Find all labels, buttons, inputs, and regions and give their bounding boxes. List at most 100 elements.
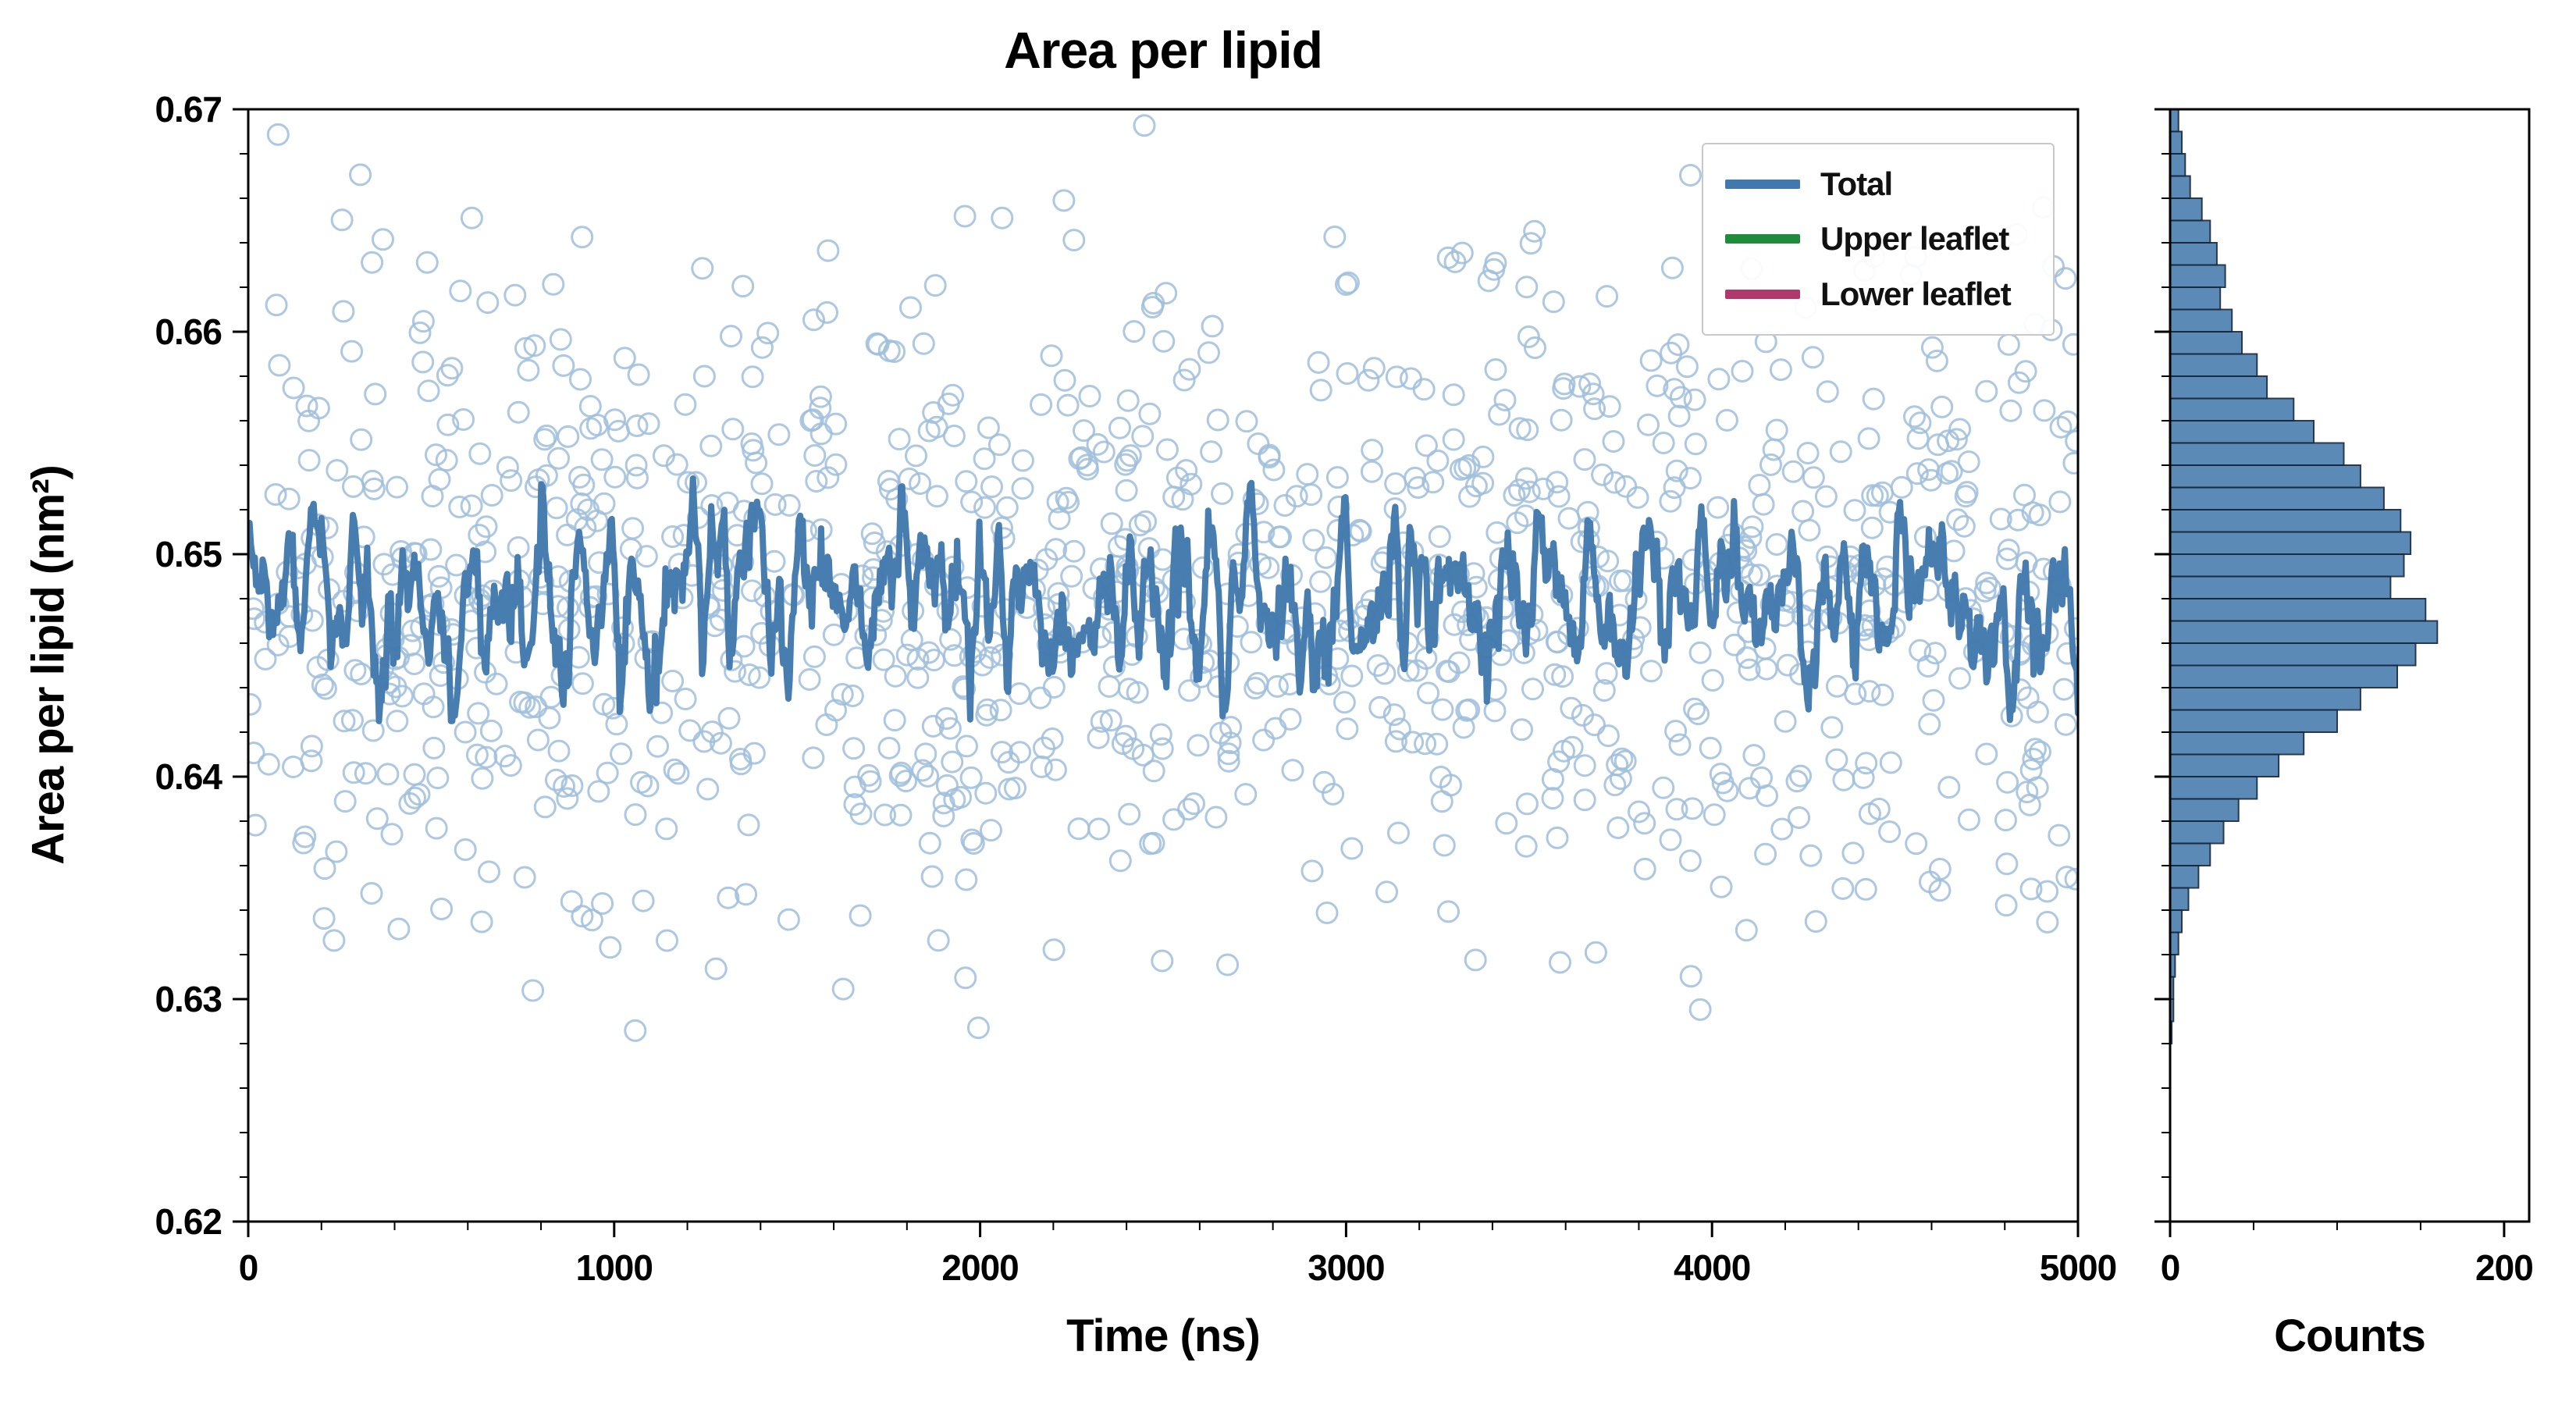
scatter-point xyxy=(992,527,1016,550)
scatter-point xyxy=(1774,710,1797,733)
scatter-point xyxy=(841,685,864,707)
scatter-point xyxy=(1414,732,1437,756)
scatter-point xyxy=(553,775,576,798)
tick-label: 0.66 xyxy=(155,311,222,352)
scatter-point xyxy=(1517,325,1540,348)
scatter-point xyxy=(1426,449,1450,472)
total-line-series xyxy=(248,475,2078,724)
scatter-point xyxy=(556,523,579,546)
scatter-point xyxy=(340,340,364,363)
scatter-point xyxy=(376,763,400,786)
scatter-point xyxy=(1258,446,1281,469)
scatter-point xyxy=(297,449,321,472)
scatter-point xyxy=(1515,792,1539,816)
scatter-point xyxy=(496,456,519,479)
scatter-point xyxy=(1033,596,1056,620)
scatter-point xyxy=(1663,476,1686,500)
scatter-point xyxy=(895,643,919,667)
total-line xyxy=(248,475,2078,724)
scatter-point xyxy=(465,743,489,767)
scatter-point xyxy=(1128,514,1151,537)
scatter-point xyxy=(1375,880,1398,904)
scatter-point xyxy=(523,334,546,357)
tick-label: 3000 xyxy=(1308,1247,1384,1288)
scatter-point xyxy=(460,206,483,229)
scatter-point xyxy=(1603,471,1626,494)
scatter-point xyxy=(266,123,290,146)
scatter-point xyxy=(587,780,610,803)
scatter-point xyxy=(440,357,464,380)
scatter-point xyxy=(2026,700,2049,724)
scatter-point xyxy=(1073,419,1095,443)
scatter-point xyxy=(1663,378,1686,401)
scatter-point xyxy=(1701,669,1724,692)
scatter-point xyxy=(1944,428,1968,451)
scatter-point xyxy=(1626,486,1649,509)
scatter-point xyxy=(989,699,1012,722)
scatter-point xyxy=(386,710,409,733)
scatter-point xyxy=(742,742,766,765)
scatter-point xyxy=(361,719,385,742)
scatter-point xyxy=(1568,375,1592,398)
scatter-point xyxy=(1843,499,1866,522)
scatter-point xyxy=(1008,682,1031,706)
scatter-point xyxy=(932,804,955,827)
scatter-point xyxy=(1905,462,1929,486)
scatter-point xyxy=(920,865,944,888)
scatter-point xyxy=(2013,483,2036,507)
scatter-point xyxy=(2056,410,2078,433)
scatter-point xyxy=(872,648,895,671)
scatter-point xyxy=(2048,490,2072,514)
scatter-point xyxy=(724,660,747,683)
scatter-point xyxy=(740,432,763,455)
scatter-point xyxy=(1517,480,1541,503)
scatter-point xyxy=(1614,475,1638,498)
scatter-point xyxy=(674,393,697,416)
scatter-point xyxy=(935,774,959,797)
scatter-point xyxy=(471,767,494,790)
histogram-bar xyxy=(2170,598,2427,622)
scatter-point xyxy=(1053,368,1076,392)
scatter-point xyxy=(1455,699,1478,722)
scatter-point xyxy=(678,719,702,742)
scatter-point xyxy=(1030,755,1053,778)
scatter-point xyxy=(624,803,647,827)
scatter-point xyxy=(777,908,800,931)
scatter-point xyxy=(1583,397,1606,421)
scatter-point xyxy=(809,422,833,446)
scatter-point xyxy=(1162,486,1186,509)
scatter-point xyxy=(1660,256,1684,279)
scatter-point xyxy=(248,607,266,631)
scatter-point xyxy=(538,706,561,730)
scatter-point xyxy=(248,692,262,716)
scatter-point xyxy=(1633,857,1656,880)
chart-title: Area per lipid xyxy=(1004,21,1323,79)
scatter-point xyxy=(1917,458,1941,482)
scatter-point xyxy=(1155,282,1178,305)
scatter-point xyxy=(1421,471,1445,494)
scatter-point xyxy=(1029,686,1052,710)
scatter-point xyxy=(1546,826,1569,849)
scatter-point xyxy=(1628,800,1650,823)
scatter-point xyxy=(1946,508,1969,532)
scatter-point xyxy=(2028,503,2051,527)
scatter-point xyxy=(960,828,984,852)
scatter-point xyxy=(1340,664,1364,688)
scatter-point xyxy=(1142,759,1165,783)
scatter-point xyxy=(254,647,277,670)
histogram-bar xyxy=(2170,798,2240,822)
legend-item-lower-leaflet: Lower leaflet xyxy=(1725,276,2031,313)
scatter-point xyxy=(592,492,616,515)
scatter-point xyxy=(1646,374,1669,397)
scatter-point xyxy=(674,688,697,710)
scatter-point xyxy=(513,691,536,714)
scatter-point xyxy=(268,354,291,377)
scatter-point xyxy=(1197,341,1220,365)
scatter-point xyxy=(2054,713,2077,736)
scatter-point xyxy=(824,699,847,722)
scatter-point xyxy=(313,857,336,880)
scatter-point xyxy=(888,764,912,788)
scatter-point xyxy=(398,791,422,815)
scatter-point xyxy=(1179,472,1203,496)
